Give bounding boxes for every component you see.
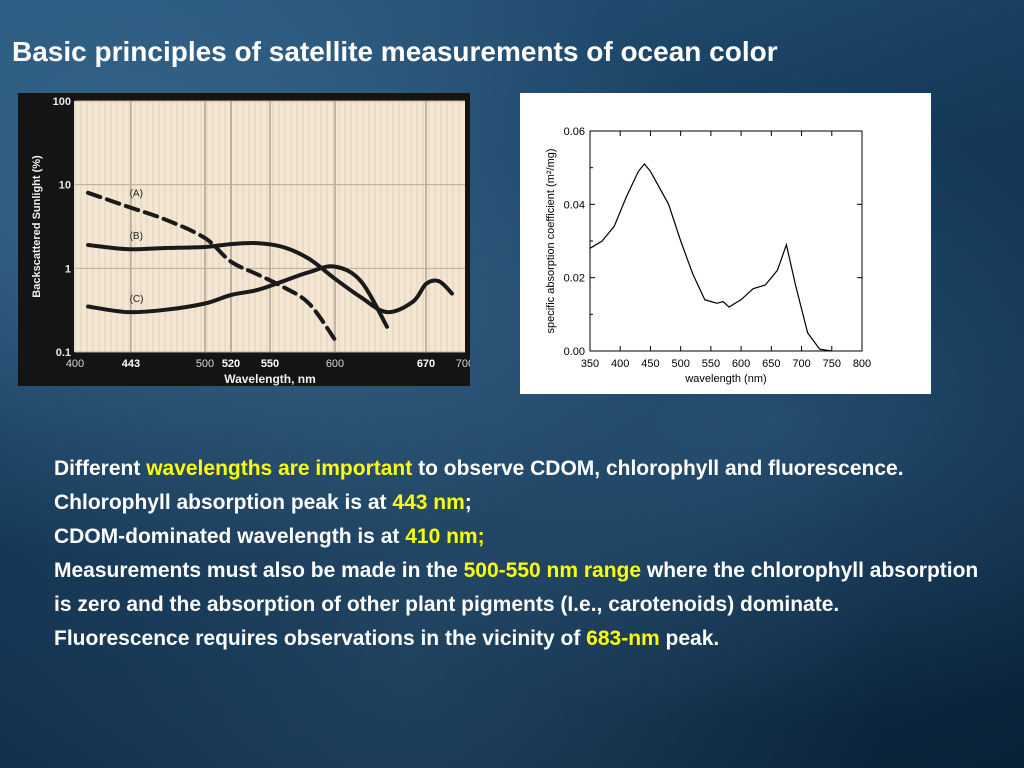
x-tick-label: 750 xyxy=(823,358,841,370)
y-tick-label: 10 xyxy=(59,180,71,192)
x-tick-label: 443 xyxy=(122,358,140,370)
x-tick-label: 500 xyxy=(671,358,689,370)
y-tick-label: 1 xyxy=(65,263,71,275)
x-tick-label: 500 xyxy=(196,358,214,370)
y-tick-label: 0.00 xyxy=(564,346,585,358)
y-tick-label: 100 xyxy=(53,96,71,108)
x-tick-label: 550 xyxy=(702,358,720,370)
x-tick-label: 520 xyxy=(222,358,240,370)
x-tick-label: 800 xyxy=(853,358,871,370)
absorption-chart-panel: 350 400 450 500 550 600 650 700 750 800 0.00 0.02 0.… xyxy=(520,93,931,394)
y-axis-label: specific absorption coefficient (m²/mg) xyxy=(545,148,557,333)
body-line: Measurements must also be made in the 50… xyxy=(54,554,984,622)
body-text-segment: CDOM-dominated wavelength is at xyxy=(54,525,406,548)
x-tick-label: 400 xyxy=(611,358,629,370)
body-text-segment: where the chlorophyll absorption is zero… xyxy=(54,559,979,616)
x-axis-label: Wavelength, nm xyxy=(224,372,316,386)
highlighted-text: 500-550 nm range xyxy=(463,559,642,582)
x-tick-label: 400 xyxy=(66,358,84,370)
x-tick-label: 350 xyxy=(581,358,599,370)
body-text-segment: Fluorescence requires observations in th… xyxy=(54,627,587,650)
highlighted-text: 443 nm xyxy=(392,491,465,514)
series-line-0 xyxy=(589,163,832,352)
x-tick-label: 700 xyxy=(792,358,810,370)
x-tick-label: 600 xyxy=(732,358,750,370)
x-tick-label: 600 xyxy=(326,358,344,370)
y-tick-label: 0.1 xyxy=(56,347,71,359)
highlighted-text: 410 nm; xyxy=(405,525,485,548)
series-label: (B) xyxy=(130,231,143,242)
y-tick-label: 0.06 xyxy=(564,126,585,138)
body-line: CDOM-dominated wavelength is at 410 nm; xyxy=(54,520,984,554)
body-text-segment: peak. xyxy=(659,627,720,650)
series-label: (C) xyxy=(130,294,144,305)
body-text-segment: Different xyxy=(54,457,147,480)
series-label: (A) xyxy=(130,188,143,199)
highlighted-text: 683-nm xyxy=(586,627,660,650)
body-text-segment: ; xyxy=(464,491,472,514)
plot-frame xyxy=(589,130,863,352)
y-tick-label: 0.04 xyxy=(564,199,585,211)
x-tick-label: 550 xyxy=(261,358,279,370)
body-text-segment: Measurements must also be made in the xyxy=(54,559,464,582)
slide-title: Basic principles of satellite measuremen… xyxy=(12,36,778,67)
body-text-segment: to observe CDOM, chlorophyll and fluores… xyxy=(412,457,904,480)
body-line: Chlorophyll absorption peak is at 443 nm… xyxy=(54,486,984,520)
absorption-chart: 350 400 450 500 550 600 650 700 750 800 0.00 0.02 0.… xyxy=(545,126,871,385)
series-line-2 xyxy=(86,264,389,329)
body-text-segment: Chlorophyll absorption peak is at xyxy=(54,491,393,514)
y-tick-label: 0.02 xyxy=(564,273,585,285)
y-axis-label: Backscattered Sunlight (%) xyxy=(31,155,43,298)
slide-body-text: Different wavelengths are important to o… xyxy=(54,452,984,656)
x-tick-label: 450 xyxy=(641,358,659,370)
series-line-0 xyxy=(86,190,337,342)
highlighted-text: wavelengths are important xyxy=(146,457,413,480)
x-axis-label: wavelength (nm) xyxy=(684,373,766,385)
x-tick-label: 670 xyxy=(417,358,435,370)
body-line: Fluorescence requires observations in th… xyxy=(54,622,984,656)
x-tick-label: 650 xyxy=(762,358,780,370)
x-tick-label: 700 xyxy=(456,358,470,370)
series-line-1 xyxy=(86,240,454,315)
body-line: Different wavelengths are important to o… xyxy=(54,452,984,486)
